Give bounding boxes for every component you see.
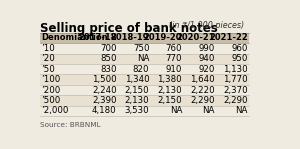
- Bar: [40, 85, 249, 95]
- Bar: [40, 95, 249, 106]
- Text: ’500: ’500: [41, 96, 61, 105]
- Text: 2020-21: 2020-21: [176, 33, 215, 42]
- Bar: [40, 64, 249, 74]
- Text: ’10: ’10: [41, 44, 55, 53]
- Bar: [40, 43, 249, 53]
- Text: 760: 760: [166, 44, 182, 53]
- Bar: [40, 74, 249, 85]
- Text: 1,640: 1,640: [190, 75, 215, 84]
- Text: Source: BRBNML: Source: BRBNML: [40, 122, 100, 128]
- Text: 2,370: 2,370: [223, 86, 248, 95]
- Text: 1,380: 1,380: [158, 75, 182, 84]
- Text: 940: 940: [199, 54, 215, 63]
- Text: 1,500: 1,500: [92, 75, 116, 84]
- Text: (in ₹/1,000 pieces): (in ₹/1,000 pieces): [169, 21, 244, 30]
- Text: 770: 770: [166, 54, 182, 63]
- Bar: [40, 33, 249, 43]
- Text: 2,240: 2,240: [92, 86, 116, 95]
- Text: 2,130: 2,130: [158, 86, 182, 95]
- Text: NA: NA: [137, 54, 149, 63]
- Text: 2,220: 2,220: [190, 86, 215, 95]
- Text: 990: 990: [199, 44, 215, 53]
- Text: 960: 960: [231, 44, 248, 53]
- Text: NA: NA: [170, 107, 182, 115]
- Text: 2,290: 2,290: [190, 96, 215, 105]
- Text: ’20: ’20: [41, 54, 55, 63]
- Text: 830: 830: [100, 65, 116, 74]
- Text: 700: 700: [100, 44, 116, 53]
- Text: 950: 950: [231, 54, 248, 63]
- Text: 2,290: 2,290: [223, 96, 248, 105]
- Text: 2,390: 2,390: [92, 96, 116, 105]
- Text: 850: 850: [100, 54, 116, 63]
- Text: 3,530: 3,530: [125, 107, 149, 115]
- Bar: [40, 53, 249, 64]
- Text: NA: NA: [235, 107, 248, 115]
- Text: 910: 910: [166, 65, 182, 74]
- Text: ’200: ’200: [41, 86, 61, 95]
- Text: 1,770: 1,770: [223, 75, 248, 84]
- Text: 750: 750: [133, 44, 149, 53]
- Text: Selling price of bank notes: Selling price of bank notes: [40, 22, 218, 35]
- Text: NA: NA: [202, 107, 215, 115]
- Text: 2,150: 2,150: [158, 96, 182, 105]
- Text: ’100: ’100: [41, 75, 61, 84]
- Text: ’2,000: ’2,000: [41, 107, 69, 115]
- Bar: [40, 106, 249, 116]
- Text: 2018-19: 2018-19: [111, 33, 149, 42]
- Text: 2021-22: 2021-22: [209, 33, 248, 42]
- Text: 2,130: 2,130: [125, 96, 149, 105]
- Text: Denomiantion: Denomiantion: [41, 33, 108, 42]
- Text: 2019-20: 2019-20: [144, 33, 182, 42]
- Text: 2017-18: 2017-18: [78, 33, 116, 42]
- Text: 4,180: 4,180: [92, 107, 116, 115]
- Text: 920: 920: [199, 65, 215, 74]
- Text: 2,150: 2,150: [125, 86, 149, 95]
- Text: 1,340: 1,340: [125, 75, 149, 84]
- Text: 1,130: 1,130: [223, 65, 248, 74]
- Text: 820: 820: [133, 65, 149, 74]
- Text: ’50: ’50: [41, 65, 55, 74]
